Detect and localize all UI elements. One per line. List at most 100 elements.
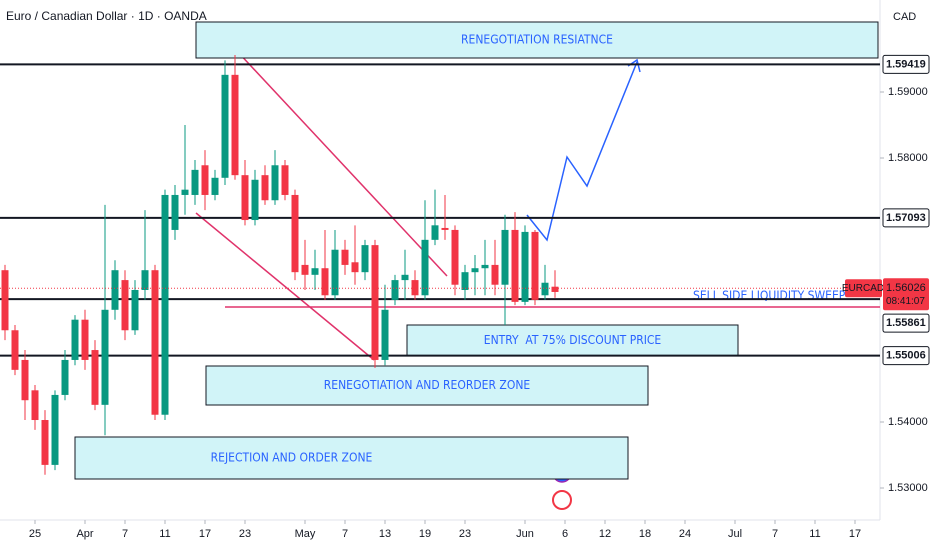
candle-body [41, 420, 49, 465]
chart-title: Euro / Canadian Dollar · 1D · OANDA [6, 9, 207, 23]
trend-line [235, 49, 448, 277]
candle-body [221, 74, 229, 178]
candle-body [441, 227, 449, 230]
x-tick-label: 7 [122, 528, 128, 540]
zone-box [406, 324, 739, 357]
candle-body [231, 74, 239, 176]
candle-body [391, 280, 399, 300]
last-price-box [883, 278, 929, 311]
candle-body [191, 169, 199, 195]
x-tick-label: 7 [772, 528, 778, 540]
level-label: 1.55861 [886, 317, 926, 329]
x-tick-label: 11 [159, 528, 170, 540]
candle-body [271, 165, 279, 201]
candle-body [351, 262, 359, 273]
candle-body [501, 229, 509, 285]
symbol-label: EURCAD [842, 283, 884, 294]
candle-body [1, 270, 9, 331]
currency-label: CAD [893, 11, 916, 23]
candle-body [81, 319, 89, 360]
candle-body [331, 249, 339, 296]
candle-body [11, 330, 19, 370]
countdown-label: 08:41:07 [886, 296, 925, 307]
candle-body [261, 175, 269, 201]
candle-body [451, 229, 459, 285]
level-label: 1.57093 [886, 212, 926, 224]
level-label-box [882, 346, 930, 366]
candle-body [21, 359, 29, 401]
candle-body [461, 272, 469, 290]
candle-body [241, 175, 249, 221]
icon [552, 490, 572, 510]
projection-arrow [526, 61, 638, 242]
zone-label: REJECTION AND ORDER ZONE [211, 451, 373, 465]
zone-label: RENEGOTIATION AND REORDER ZONE [324, 378, 531, 392]
x-tick-label: Jun [516, 528, 534, 540]
zone-box [205, 365, 649, 406]
candle-body [491, 264, 499, 285]
last-price-label: 1.56026 [886, 282, 926, 294]
candle-body [381, 309, 389, 360]
candle-body [131, 289, 139, 331]
zone-box [195, 21, 879, 59]
candle-body [211, 177, 219, 195]
candle-body [521, 231, 529, 302]
symbol-box [845, 279, 882, 298]
candle-body [71, 319, 79, 360]
candle-body [431, 225, 439, 240]
candle-body [301, 264, 309, 275]
y-tick-label: 1.59000 [888, 86, 928, 98]
x-tick-label: 13 [379, 528, 391, 540]
x-tick-label: Apr [76, 528, 93, 540]
candle-body [171, 194, 179, 230]
candle-body [421, 239, 429, 296]
y-tick-label: 1.54000 [888, 416, 928, 428]
level-label-box [882, 208, 930, 228]
x-tick-label: 7 [342, 528, 348, 540]
candle-body [511, 229, 519, 302]
sweep-label: SELL SIDE LIQUIDITY SWEEP [693, 289, 846, 303]
candle-body [341, 249, 349, 265]
x-tick-label: Jul [728, 528, 742, 540]
level-label: 1.55006 [886, 350, 926, 362]
x-tick-label: 17 [199, 528, 211, 540]
candle-body [361, 245, 369, 273]
candle-body [121, 280, 129, 331]
candle-body [101, 309, 109, 405]
x-tick-label: 25 [29, 528, 41, 540]
candle-body [31, 390, 39, 421]
candle-body [181, 189, 189, 195]
zone-label: RENEGOTIATION RESIATNCE [461, 33, 613, 47]
trend-line [195, 212, 375, 361]
candle-body [201, 165, 209, 195]
candle-body [161, 194, 169, 415]
x-tick-label: 6 [562, 528, 568, 540]
zone-box [74, 436, 629, 480]
x-tick-label: 12 [599, 528, 611, 540]
candle-body [291, 194, 299, 273]
candle-body [251, 179, 259, 221]
candle-body [151, 270, 159, 415]
candle-body [371, 245, 379, 360]
candle-body [111, 270, 119, 310]
x-tick-label: 17 [849, 528, 861, 540]
candle-body [61, 359, 69, 395]
candle-body [551, 286, 559, 292]
x-tick-label: 23 [459, 528, 471, 540]
candle-body [531, 231, 539, 300]
x-tick-label: May [295, 528, 316, 540]
level-label: 1.59419 [886, 58, 926, 70]
zone-label: ENTRY AT 75% DISCOUNT PRICE [484, 333, 662, 347]
x-tick-label: 11 [809, 528, 820, 540]
x-tick-label: 18 [639, 528, 651, 540]
candle-body [401, 274, 409, 281]
candle-body [481, 264, 489, 269]
level-label-box [882, 313, 930, 333]
candle-body [51, 394, 59, 465]
candle-body [321, 268, 329, 296]
x-tick-label: 19 [419, 528, 431, 540]
x-tick-label: 23 [239, 528, 251, 540]
candle-body [91, 350, 99, 405]
annotation-layer: RENEGOTIATION RESIATNCE ENTRY AT 75% DISC… [74, 21, 880, 510]
